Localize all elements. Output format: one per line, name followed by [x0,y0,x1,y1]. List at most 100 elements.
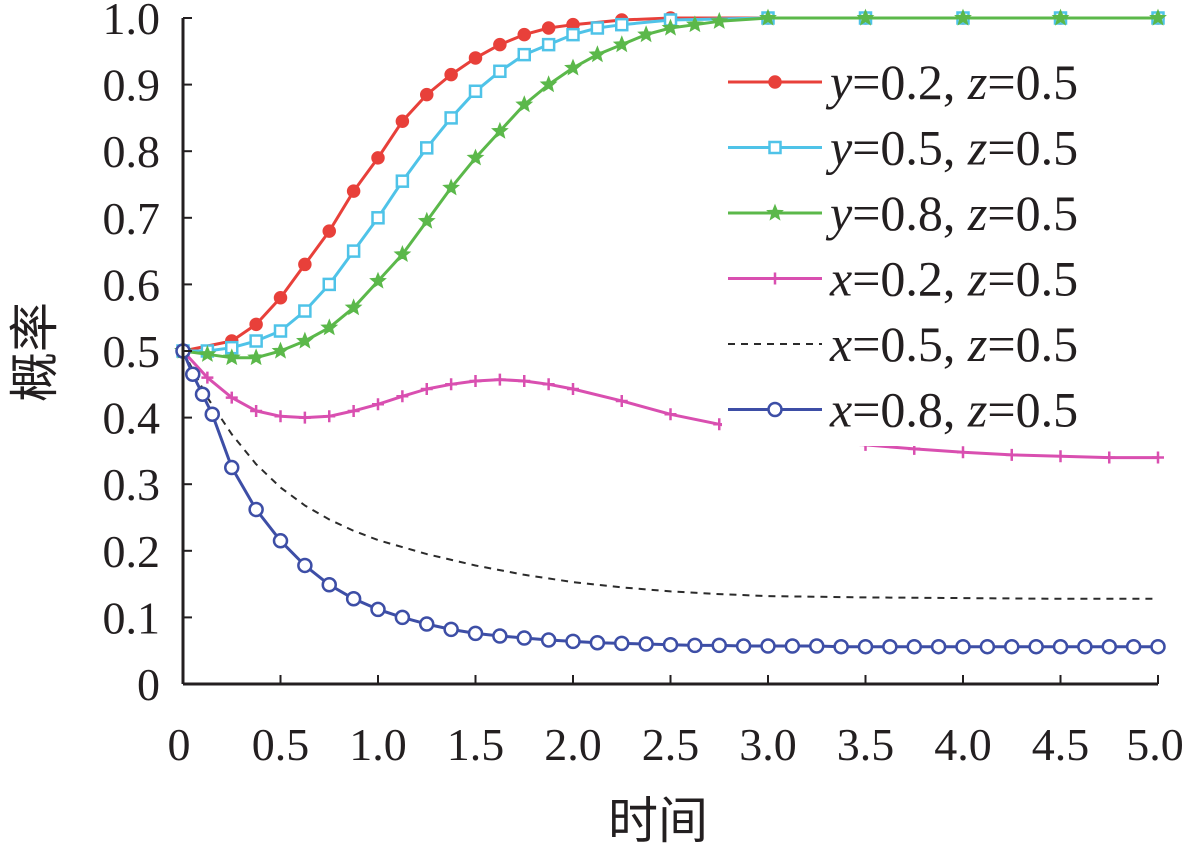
y-tick-label: 0 [137,659,160,710]
data-point [612,35,631,53]
y-tick-label: 0.2 [103,526,161,577]
x-tick-label: 1.5 [447,719,505,770]
data-point [194,386,211,403]
series-line [182,350,1158,600]
series-3 [174,8,1167,366]
x-tick-label: 0.5 [252,719,310,770]
data-point [298,257,312,272]
data-point [589,634,606,651]
data-point [346,244,361,258]
data-point [274,410,287,423]
data-point [767,401,783,418]
data-point [638,636,654,652]
legend-item: x=0.2, z=0.5 [728,251,1078,307]
data-point [857,638,874,655]
data-point [369,271,387,289]
data-point [443,621,459,638]
data-point [272,533,289,549]
data-point [247,348,265,366]
legend-label: x=0.8, z=0.5 [829,382,1078,438]
data-point [442,178,460,196]
data-point [322,277,336,292]
series-5 [182,350,1158,600]
legend: y=0.2, z=0.5 y=0.5, z=0.5 y=0.8, z=0.5 x=0.… [722,46,1148,446]
series-line [182,16,1158,360]
legend-item: y=0.8, z=0.5 [728,185,1078,241]
data-point [588,45,607,63]
data-point [420,382,433,395]
data-point [347,404,360,417]
data-point [686,15,704,33]
x-tick-label: 1.0 [349,719,407,770]
data-point [517,47,531,62]
data-point [395,174,410,188]
data-point [565,633,581,650]
legend-label: x=0.2, z=0.5 [829,251,1078,307]
data-point [371,211,385,225]
y-tick-label: 0.1 [103,592,161,643]
data-point [395,114,410,128]
data-point [298,411,311,424]
y-tick-label: 1.0 [103,0,161,44]
data-point [491,121,509,139]
data-point [856,8,875,26]
x-tick-label: 4.5 [1032,719,1090,770]
y-tick-label: 0.7 [103,193,161,244]
data-point [198,344,217,362]
data-point [664,408,677,421]
data-point [930,638,947,655]
legend-label: x=0.5, z=0.5 [829,316,1078,372]
data-point [371,151,385,165]
y-tick-label: 0.3 [103,459,161,510]
data-point [957,446,969,459]
data-point [542,378,555,391]
data-point [590,21,605,35]
data-point [225,391,238,404]
legend-item: x=0.5, z=0.5 [728,316,1078,372]
data-point [201,371,214,384]
data-point [1103,451,1116,464]
data-point [1101,638,1117,655]
data-point [249,317,263,332]
x-tick-label: 5.0 [1126,719,1184,770]
data-point [541,21,556,35]
y-ticks: 0 0.1 0.2 0.3 0.4 0.5 0.6 0.7 0.8 0.9 1.0 [103,0,192,710]
data-point [1005,448,1018,461]
data-point [539,75,558,93]
data-point [321,577,337,593]
data-point [567,382,579,395]
data-point [711,637,727,654]
data-point [687,637,703,654]
data-point [468,84,483,99]
data-point [759,8,777,26]
data-point [809,638,825,654]
data-point [615,17,629,32]
data-point [204,406,220,423]
data-point [250,404,263,417]
x-tick-label: 3.5 [837,719,895,770]
x-tick-label: 2.5 [642,719,700,770]
data-point [768,140,782,155]
data-point [320,318,339,336]
x-ticks: 0 0.5 1.0 1.5 2.0 2.5 3.0 3.5 4.0 4.5 5.0 [168,675,1184,770]
data-point [515,95,534,113]
data-point [322,224,336,238]
data-point [1051,8,1070,26]
data-point [637,25,655,43]
data-point [662,636,679,653]
data-point [222,348,241,366]
x-tick-label: 3.0 [739,719,797,770]
data-point [345,591,362,607]
data-point [906,638,922,655]
data-point [273,324,288,338]
data-point [298,304,312,318]
data-point [249,334,263,348]
data-point [784,638,801,654]
series-6 [175,343,1166,655]
data-point [566,27,580,42]
data-point [1125,638,1142,655]
data-point [1152,451,1164,464]
data-point [444,111,458,125]
legend-item: y=0.5, z=0.5 [728,120,1078,176]
